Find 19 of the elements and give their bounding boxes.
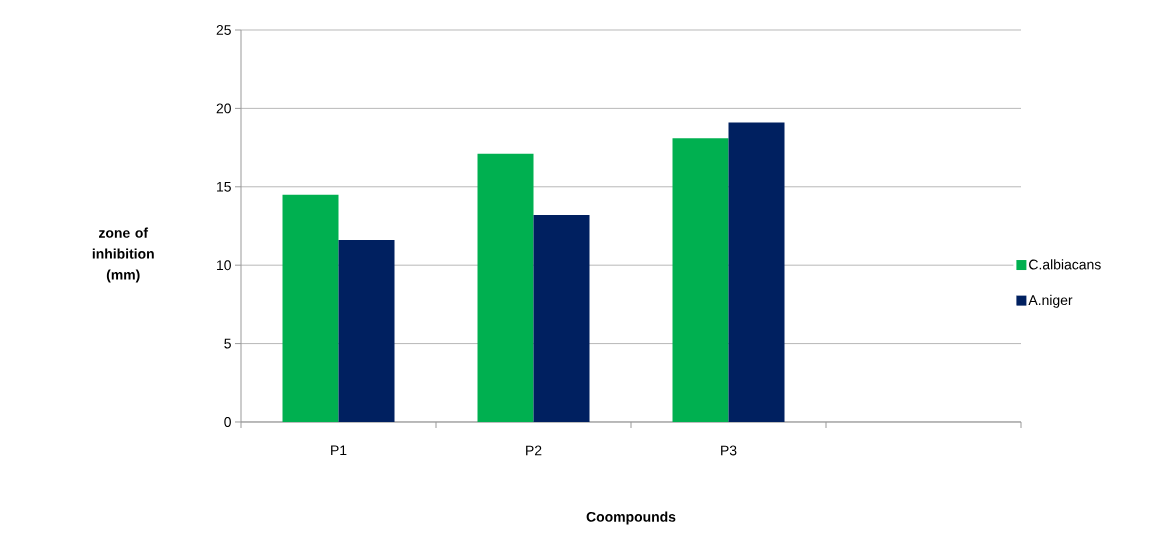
y-tick-label: 0 xyxy=(224,417,231,427)
bar xyxy=(477,153,534,422)
y-tick-label: 25 xyxy=(216,25,231,35)
bar xyxy=(672,138,729,422)
bar xyxy=(533,215,590,422)
y-tick-label: 15 xyxy=(217,181,231,192)
x-tick-label: P1 xyxy=(331,445,347,456)
bar xyxy=(338,240,395,422)
bar xyxy=(282,194,339,422)
y-tick-label: 20 xyxy=(216,103,231,114)
x-axis-title: Coompounds xyxy=(586,511,676,525)
bar xyxy=(728,122,785,422)
x-tick-label: P2 xyxy=(526,445,542,456)
x-tick-label: P3 xyxy=(721,445,737,456)
y-tick-label: 5 xyxy=(224,338,231,349)
legend-label: C.albiacans xyxy=(1029,259,1101,270)
legend-label: A.niger xyxy=(1028,294,1073,308)
y-axis-title: zone of inhibition (mm) xyxy=(92,227,154,283)
y-tick-label: 10 xyxy=(217,260,231,271)
